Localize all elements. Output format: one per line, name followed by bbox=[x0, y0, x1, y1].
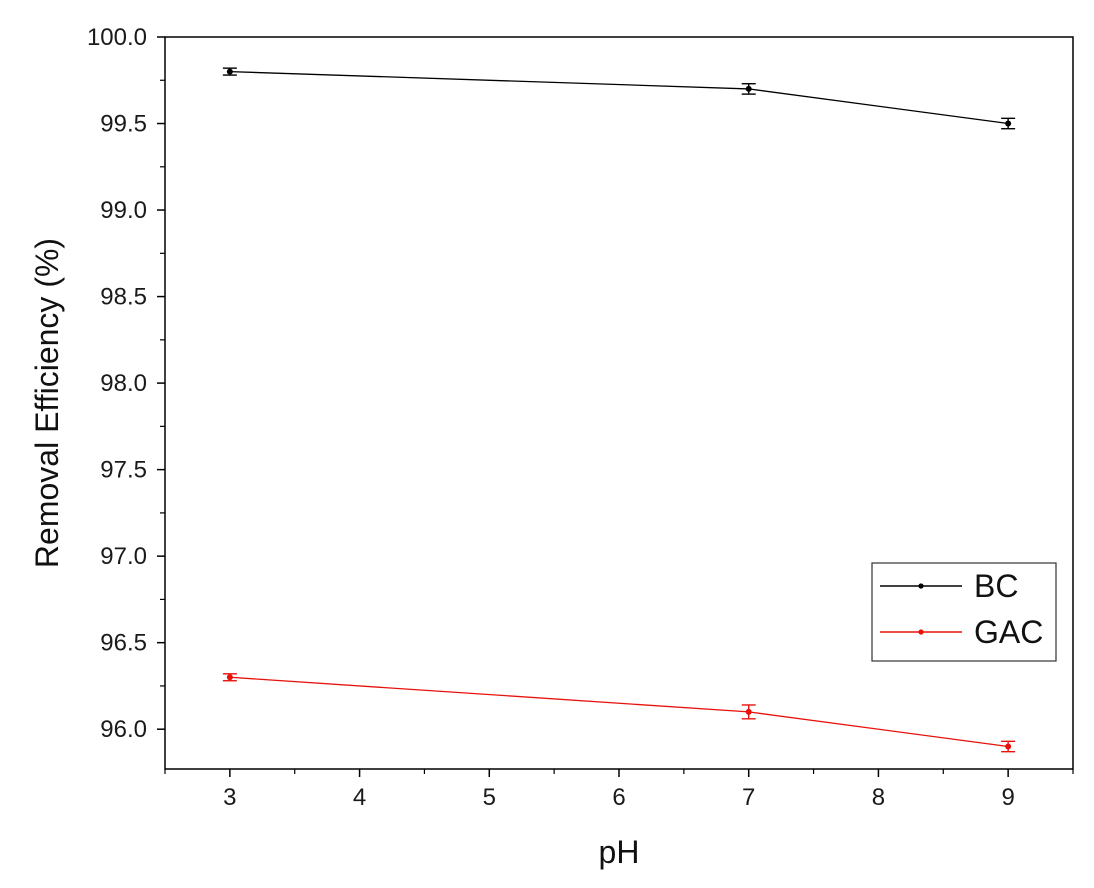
y-tick-label: 96.0 bbox=[100, 716, 147, 743]
data-point bbox=[226, 674, 233, 681]
series-layer bbox=[222, 67, 1016, 753]
legend-box bbox=[871, 562, 1057, 662]
x-axis-title: pH bbox=[599, 834, 640, 870]
x-tick-label: 3 bbox=[223, 784, 236, 811]
series-line-bc bbox=[229, 70, 1009, 125]
y-tick-label: 99.5 bbox=[100, 111, 147, 138]
legend-marker bbox=[918, 629, 924, 635]
y-tick-label: 100.0 bbox=[87, 24, 147, 51]
legend-label: GAC bbox=[974, 614, 1043, 650]
x-tick-label: 7 bbox=[742, 784, 755, 811]
y-tick-label: 98.5 bbox=[100, 284, 147, 311]
data-point bbox=[1005, 743, 1012, 750]
data-point bbox=[745, 85, 752, 92]
y-axis-title: Removal Efficiency (%) bbox=[29, 238, 65, 568]
y-tick-label: 96.5 bbox=[100, 630, 147, 657]
y-axis: 96.0 96.5 97.0 97.5 98.0 98.5 99.0 99.5 100.0 bbox=[87, 24, 165, 743]
data-point bbox=[1005, 120, 1012, 127]
x-tick-label: 6 bbox=[612, 784, 625, 811]
x-tick-label: 4 bbox=[353, 784, 366, 811]
x-axis: 3 4 5 6 7 8 9 bbox=[164, 769, 1074, 811]
series-line-gac bbox=[229, 676, 1009, 748]
x-tick-label: 5 bbox=[483, 784, 496, 811]
x-tick-label: 9 bbox=[1001, 784, 1014, 811]
y-tick-label: 97.0 bbox=[100, 543, 147, 570]
legend-marker bbox=[918, 583, 924, 589]
y-tick-label: 97.5 bbox=[100, 457, 147, 484]
x-tick-label: 8 bbox=[872, 784, 885, 811]
data-point bbox=[745, 708, 752, 715]
data-point bbox=[226, 68, 233, 75]
y-tick-label: 98.0 bbox=[100, 370, 147, 397]
y-tick-label: 99.0 bbox=[100, 197, 147, 224]
legend: BC GAC bbox=[871, 562, 1057, 662]
plot-frame bbox=[164, 36, 1074, 770]
legend-label: BC bbox=[974, 568, 1018, 604]
